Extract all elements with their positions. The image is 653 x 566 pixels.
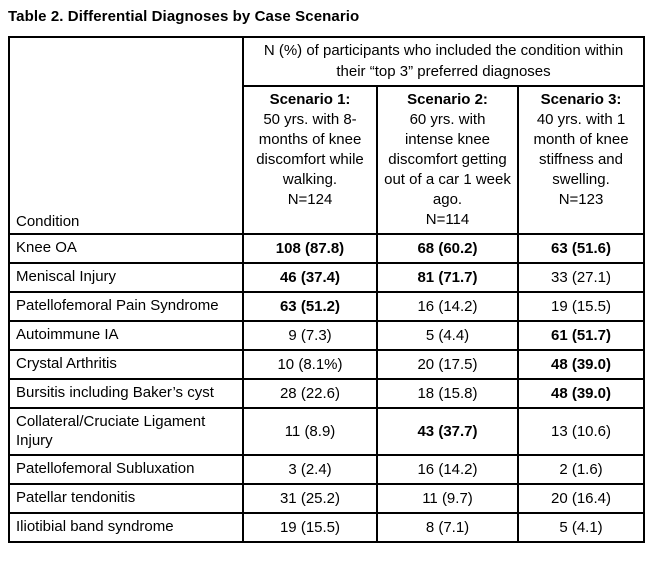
value-cell: 13 (10.6) bbox=[516, 406, 646, 456]
value-cell: 81 (71.7) bbox=[376, 261, 519, 293]
scenario-1-label: Scenario 1: bbox=[269, 91, 351, 108]
value-cell: 19 (15.5) bbox=[242, 511, 378, 543]
scenario-2-header: Scenario 2: 60 yrs. with intense knee di… bbox=[376, 85, 519, 235]
condition-cell: Patellofemoral Subluxation bbox=[8, 453, 244, 485]
table-row: Crystal Arthritis 10 (8.1%) 20 (17.5) 48… bbox=[8, 348, 646, 380]
value-cell: 16 (14.2) bbox=[376, 453, 519, 485]
scenario-3-n: N=123 bbox=[558, 190, 604, 208]
value-cell: 19 (15.5) bbox=[516, 290, 646, 322]
table-row: Knee OA 108 (87.8) 68 (60.2) 63 (51.6) bbox=[8, 232, 646, 264]
value-cell: 11 (8.9) bbox=[242, 406, 378, 456]
scenario-2-label: Scenario 2: bbox=[407, 91, 488, 108]
table-row: Patellar tendonitis 31 (25.2) 11 (9.7) 2… bbox=[8, 482, 646, 514]
value-cell: 2 (1.6) bbox=[516, 453, 646, 485]
scenario-1-description: 50 yrs. with 8-months of knee discomfort… bbox=[256, 110, 364, 188]
condition-cell: Iliotibial band syndrome bbox=[8, 511, 244, 543]
value-cell: 33 (27.1) bbox=[516, 261, 646, 293]
value-cell: 28 (22.6) bbox=[242, 377, 378, 409]
condition-cell: Autoimmune IA bbox=[8, 319, 244, 351]
value-cell: 16 (14.2) bbox=[376, 290, 519, 322]
scenario-1-header: Scenario 1: 50 yrs. with 8-months of kne… bbox=[242, 85, 378, 235]
value-cell: 46 (37.4) bbox=[242, 261, 378, 293]
value-cell: 48 (39.0) bbox=[516, 348, 646, 380]
value-cell: 63 (51.2) bbox=[242, 290, 378, 322]
condition-cell: Patellar tendonitis bbox=[8, 482, 244, 514]
table-row: Iliotibial band syndrome 19 (15.5) 8 (7.… bbox=[8, 511, 646, 543]
table-row: Patellofemoral Pain Syndrome 63 (51.2) 1… bbox=[8, 290, 646, 322]
value-cell: 11 (9.7) bbox=[376, 482, 519, 514]
value-cell: 18 (15.8) bbox=[376, 377, 519, 409]
condition-cell: Patellofemoral Pain Syndrome bbox=[8, 290, 244, 322]
value-cell: 48 (39.0) bbox=[516, 377, 646, 409]
value-cell: 20 (16.4) bbox=[516, 482, 646, 514]
scenario-2-description: 60 yrs. with intense knee discomfort get… bbox=[384, 110, 511, 208]
value-cell: 8 (7.1) bbox=[376, 511, 519, 543]
value-cell: 61 (51.7) bbox=[516, 319, 646, 351]
table-row: Bursitis including Baker’s cyst 28 (22.6… bbox=[8, 377, 646, 409]
table-row: Collateral/Cruciate Ligament Injury 11 (… bbox=[8, 406, 646, 456]
value-cell: 3 (2.4) bbox=[242, 453, 378, 485]
group-header: N (%) of participants who included the c… bbox=[241, 36, 646, 87]
value-cell: 10 (8.1%) bbox=[242, 348, 378, 380]
value-cell: 5 (4.4) bbox=[376, 319, 519, 351]
condition-cell: Crystal Arthritis bbox=[8, 348, 244, 380]
differential-diagnoses-table: Condition N (%) of participants who incl… bbox=[8, 36, 646, 543]
value-cell: 43 (37.7) bbox=[376, 406, 519, 456]
value-cell: 63 (51.6) bbox=[516, 232, 646, 264]
condition-cell: Collateral/Cruciate Ligament Injury bbox=[8, 406, 244, 456]
scenario-header-row: Scenario 1: 50 yrs. with 8-months of kne… bbox=[9, 85, 646, 235]
group-header-row: Condition N (%) of participants who incl… bbox=[8, 36, 646, 235]
scenario-3-description: 40 yrs. with 1 month of knee stiffness a… bbox=[533, 110, 629, 188]
value-cell: 20 (17.5) bbox=[376, 348, 519, 380]
scenario-2-n: N=114 bbox=[425, 210, 470, 228]
table-row: Autoimmune IA 9 (7.3) 5 (4.4) 61 (51.7) bbox=[8, 319, 646, 351]
table-row: Patellofemoral Subluxation 3 (2.4) 16 (1… bbox=[8, 453, 646, 485]
value-cell: 5 (4.1) bbox=[516, 511, 646, 543]
scenario-3-label: Scenario 3: bbox=[540, 91, 622, 108]
value-cell: 9 (7.3) bbox=[242, 319, 378, 351]
condition-cell: Knee OA bbox=[8, 232, 244, 264]
value-cell: 108 (87.8) bbox=[242, 232, 378, 264]
value-cell: 31 (25.2) bbox=[242, 482, 378, 514]
value-cell: 68 (60.2) bbox=[376, 232, 519, 264]
scenario-1-n: N=124 bbox=[287, 190, 333, 208]
scenario-3-header: Scenario 3: 40 yrs. with 1 month of knee… bbox=[516, 85, 646, 235]
table-caption: Table 2. Differential Diagnoses by Case … bbox=[8, 8, 360, 25]
condition-column-header: Condition bbox=[8, 36, 244, 235]
table-row: Meniscal Injury 46 (37.4) 81 (71.7) 33 (… bbox=[8, 261, 646, 293]
condition-cell: Meniscal Injury bbox=[8, 261, 244, 293]
condition-cell: Bursitis including Baker’s cyst bbox=[8, 377, 244, 409]
